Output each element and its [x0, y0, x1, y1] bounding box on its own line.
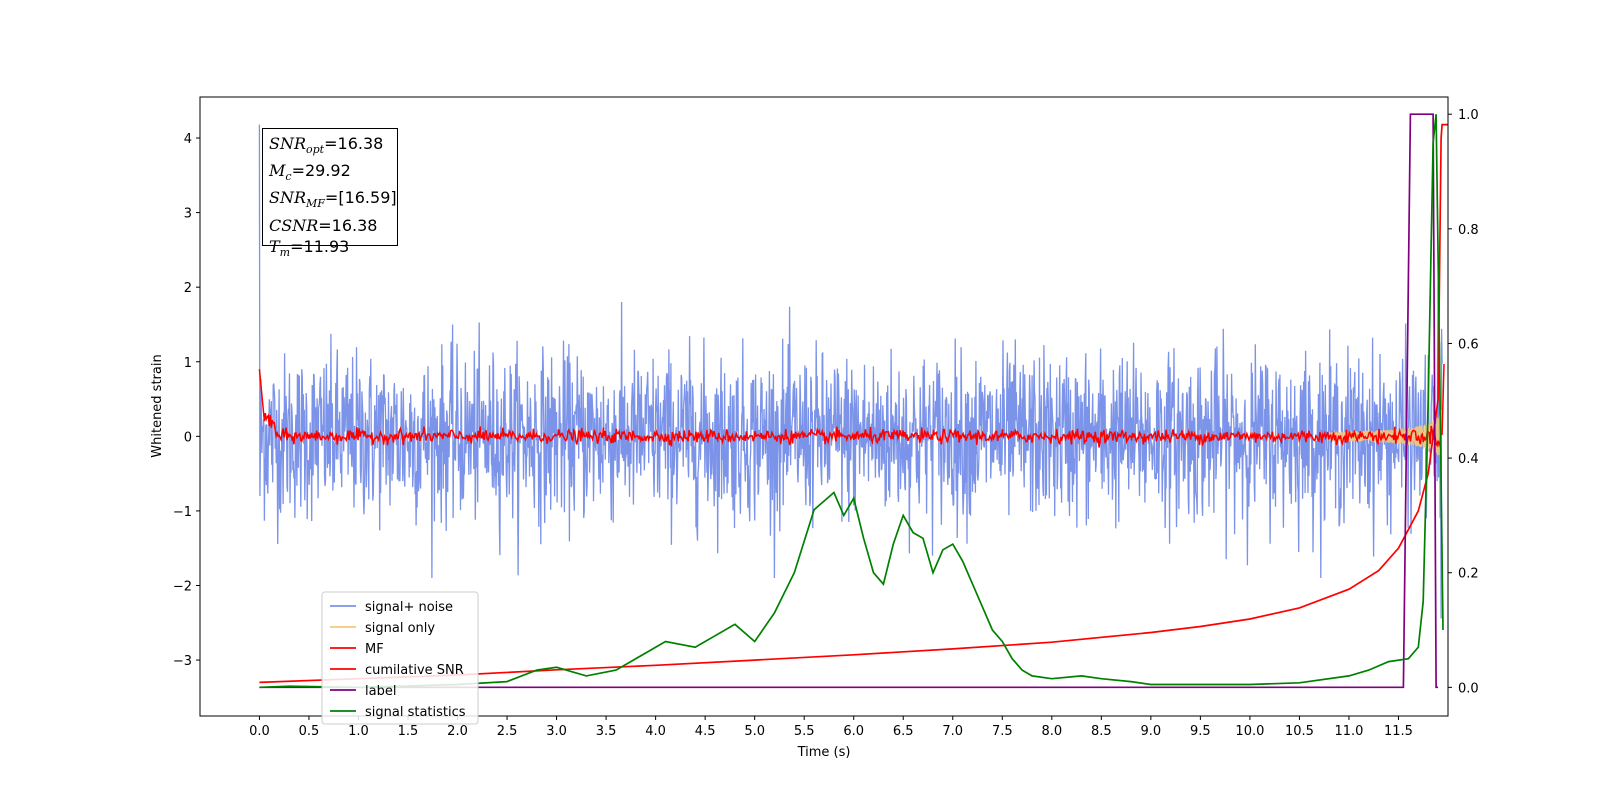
- y-left-tick-label: 4: [184, 132, 192, 147]
- x-tick-label: 11.5: [1384, 724, 1413, 739]
- y-left-tick-label: 0: [184, 430, 192, 445]
- x-tick-label: 7.0: [942, 724, 963, 739]
- x-tick-label: 2.5: [497, 724, 518, 739]
- x-tick-label: 6.5: [893, 724, 914, 739]
- y-left-tick-label: 2: [184, 281, 192, 296]
- x-axis-title: Time (s): [797, 745, 851, 760]
- x-tick-label: 9.0: [1141, 724, 1162, 739]
- annotation-mc: Mc=29.92: [269, 161, 351, 184]
- x-tick-label: 10.0: [1235, 724, 1264, 739]
- annotation-snr-mf: SNRMF=[16.59]: [269, 188, 397, 211]
- x-tick-label: 2.0: [447, 724, 468, 739]
- series-mf: [258, 363, 1445, 448]
- y-left-tick-label: −3: [173, 654, 192, 669]
- y-axis-title: Whitened strain: [150, 354, 165, 457]
- legend-label: signal only: [365, 621, 435, 636]
- x-tick-label: 10.5: [1285, 724, 1314, 739]
- legend-label: cumilative SNR: [365, 663, 464, 678]
- legend-label: signal statistics: [365, 705, 466, 720]
- x-tick-label: 7.5: [992, 724, 1013, 739]
- y-axis-right: 0.0 0.2 0.4 0.6 0.8 1.0: [1448, 108, 1479, 696]
- x-tick-label: 11.0: [1334, 724, 1363, 739]
- x-tick-label: 5.5: [794, 724, 815, 739]
- x-tick-label: 8.5: [1091, 724, 1112, 739]
- x-tick-label: 0.5: [299, 724, 320, 739]
- y-left-tick-label: 1: [184, 356, 192, 371]
- x-tick-label: 4.5: [695, 724, 716, 739]
- series-label: [259, 113, 1439, 689]
- y-axis-left: −3 −2 −1 0 1 2 3 4: [173, 132, 200, 669]
- y-right-tick-label: 0.8: [1458, 223, 1479, 238]
- plot-frame: [199, 96, 1449, 717]
- x-tick-label: 3.5: [596, 724, 617, 739]
- y-left-tick-label: 3: [184, 207, 192, 222]
- legend-label: label: [365, 684, 396, 699]
- x-tick-label: 1.5: [398, 724, 419, 739]
- x-tick-label: 8.0: [1041, 724, 1062, 739]
- annotation-csnr: CSNR=16.38: [269, 215, 378, 235]
- x-tick-label: 4.0: [645, 724, 666, 739]
- x-tick-label: 9.5: [1190, 724, 1211, 739]
- y-right-tick-label: 0.6: [1458, 337, 1479, 352]
- y-left-tick-label: −2: [173, 579, 192, 594]
- legend-label: signal+ noise: [365, 600, 453, 615]
- y-right-tick-label: 0.2: [1458, 567, 1479, 582]
- x-tick-label: 0.0: [249, 724, 270, 739]
- legend-label: MF: [365, 642, 384, 657]
- x-tick-label: 3.0: [546, 724, 567, 739]
- y-left-tick-label: −1: [173, 505, 192, 520]
- x-tick-label: 1.0: [348, 724, 369, 739]
- series-cumulative-snr: [259, 123, 1448, 684]
- y-right-tick-label: 0.0: [1458, 681, 1479, 696]
- y-right-tick-label: 1.0: [1458, 108, 1479, 123]
- annotation-snr-opt: SNRopt=16.38: [269, 134, 384, 157]
- x-tick-label: 6.0: [843, 724, 864, 739]
- series-layer: [258, 113, 1448, 689]
- y-right-tick-label: 0.4: [1458, 452, 1479, 467]
- annotation-tm: Tm=11.93: [269, 236, 350, 259]
- series-signal-noise: [258, 124, 1443, 619]
- legend: signal+ noise signal only MF cumilative SNR…: [321, 591, 479, 725]
- x-tick-label: 5.0: [744, 724, 765, 739]
- annotation-box: SNRopt=16.38 Mc=29.92 SNRMF=[16.59] CSNR…: [262, 128, 398, 259]
- x-axis: 0.0 0.5 1.0 1.5 2.0 2.5 3.0 3.5 4.0 4.5 5.0 5.5 6.0 6…: [249, 716, 1413, 739]
- series-signal-statistics: [259, 114, 1444, 689]
- legend-box: [321, 591, 479, 725]
